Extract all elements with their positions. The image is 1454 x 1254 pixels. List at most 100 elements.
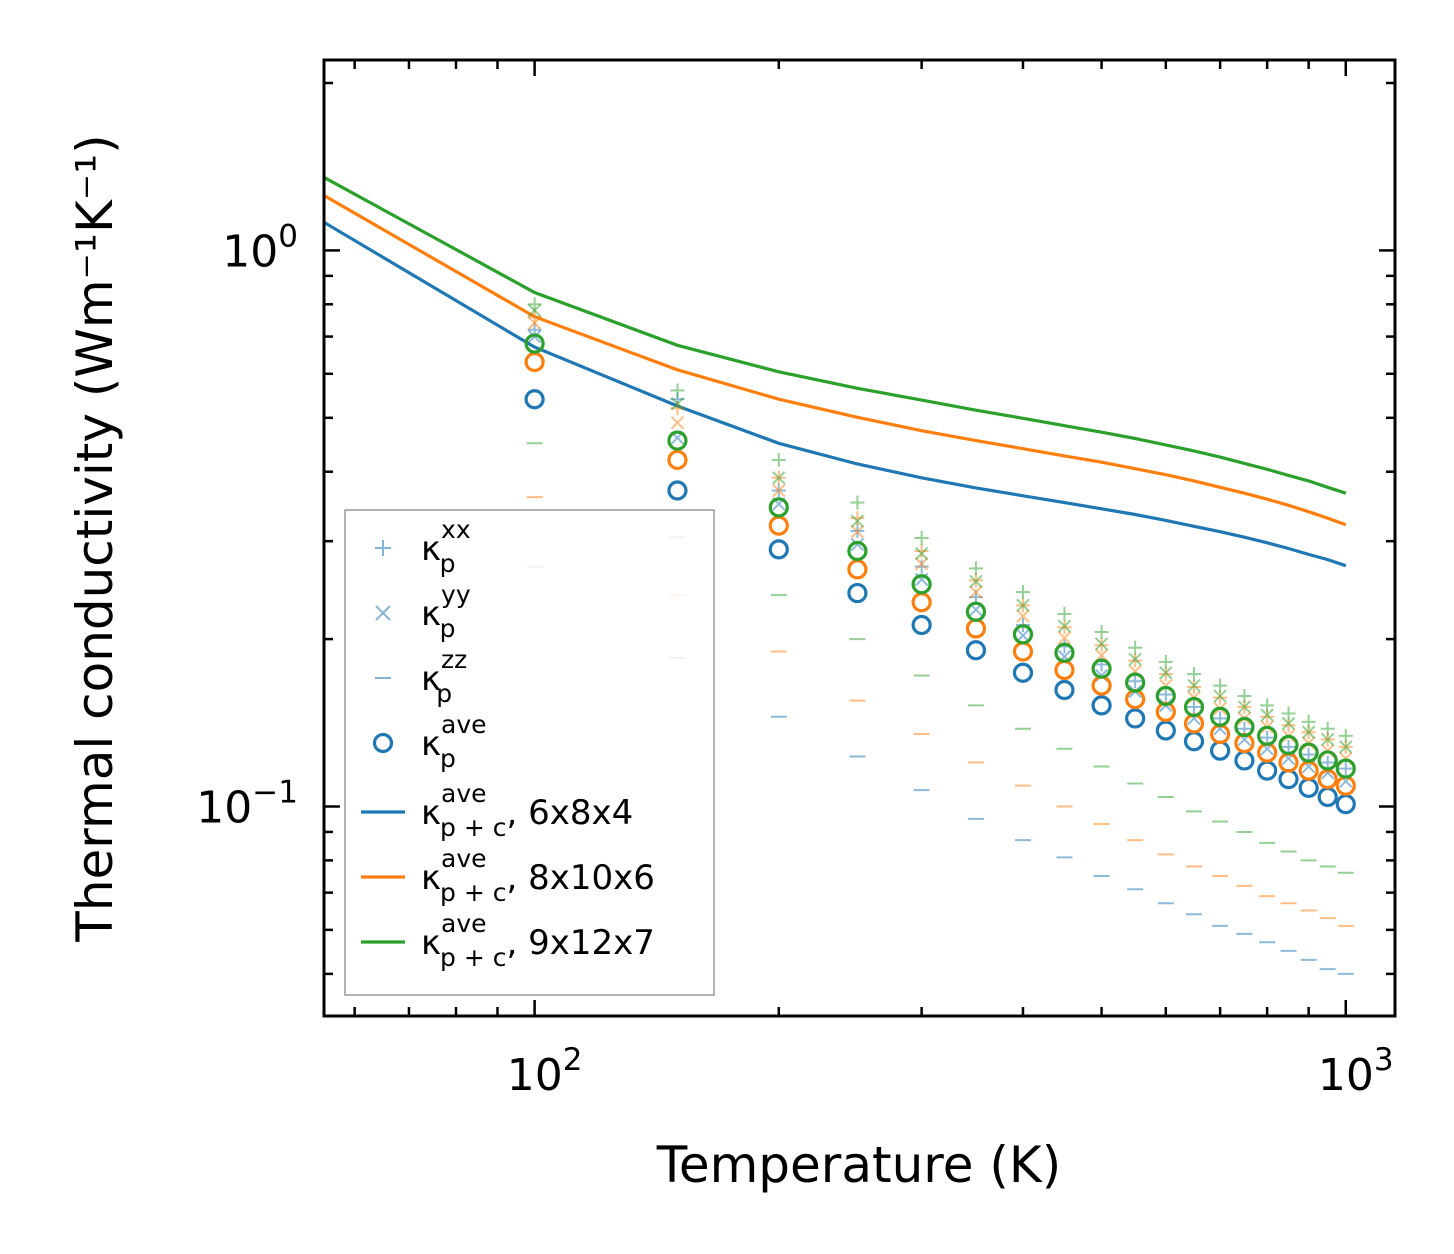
kyy-point (1237, 700, 1252, 714)
kyy-point (1016, 609, 1030, 623)
kave-point (1335, 775, 1356, 796)
legend-label: κxx p (421, 515, 471, 578)
kave-point (1317, 750, 1338, 771)
y-axis-title: Thermal conductivity (Wm⁻¹K⁻¹) (66, 134, 124, 942)
kave-point (282, 173, 299, 190)
kave-point (911, 592, 932, 613)
kave-point (524, 333, 545, 354)
kave-point (1234, 733, 1255, 754)
kave-point (1257, 725, 1278, 746)
series-8x10x6 (283, 108, 1354, 927)
legend-cross-marker (375, 605, 391, 621)
x-axis-title: Temperature (K) (656, 1136, 1061, 1194)
legend-circle-marker (372, 732, 394, 754)
kave-point (1125, 672, 1146, 693)
kxx-point (914, 544, 929, 559)
kave-point (1091, 695, 1112, 716)
kyy-point (1320, 732, 1335, 747)
kxx-point (1158, 654, 1173, 669)
legend-entry: κyy p (375, 580, 471, 643)
kave-point (1278, 734, 1299, 756)
kxx-point (1320, 755, 1335, 770)
legend-label: κzz p (421, 645, 467, 708)
kave-point (524, 389, 545, 410)
kave-point (1054, 679, 1075, 701)
kxx-point (1187, 680, 1202, 695)
kyy-point (1159, 666, 1173, 680)
kave-point (1234, 716, 1255, 738)
legend-box (344, 509, 715, 996)
kxx-point (1237, 689, 1252, 704)
kave-point (667, 480, 688, 501)
legend-entry: κave p (372, 710, 487, 773)
legend-label: κave p (421, 710, 487, 773)
kxx-point (1128, 674, 1143, 689)
kxx-point (1128, 640, 1143, 655)
kxx-point (1301, 714, 1316, 729)
kpc-line-8x10x6 (324, 193, 1347, 527)
kave-point (911, 614, 932, 636)
kave-point (1278, 752, 1299, 773)
kave-point (1257, 760, 1278, 781)
y-tick-label: 100 (222, 218, 298, 277)
kyy-point (284, 143, 296, 155)
kyy-point (527, 303, 542, 318)
kave-point (1317, 786, 1338, 808)
kyy-point (850, 514, 865, 528)
legend-entry: κxx p (375, 515, 471, 578)
kave-point (1298, 760, 1319, 781)
kxx-point (1094, 624, 1109, 639)
kave-point (1317, 769, 1338, 790)
kave-point (965, 640, 987, 661)
kxx-point (1213, 711, 1228, 726)
kxx-point (850, 495, 865, 510)
tick-labels: 102 103 10−1 100 (196, 218, 1393, 1101)
kave-point (965, 601, 987, 622)
kxx-point (850, 511, 865, 526)
kave-point (847, 582, 868, 604)
legend-label: κave p + c, 6x8x4 (421, 779, 633, 842)
kyy-point (284, 181, 296, 193)
kave-point (768, 515, 789, 536)
legend-entry: κave p + c, 9x12x7 (361, 909, 655, 972)
kyy-point (284, 150, 296, 162)
kyy-point (1057, 619, 1072, 633)
plot-marks (282, 91, 1356, 975)
kyy-point (1128, 652, 1142, 666)
kyy-point (1301, 725, 1316, 739)
kyy-point (670, 415, 685, 430)
kave-point (1091, 675, 1112, 696)
kave-point (1257, 742, 1278, 763)
kave-point (1210, 740, 1231, 761)
kyy-point (1016, 598, 1030, 613)
kave-point (1298, 742, 1319, 763)
kave-point (282, 154, 299, 171)
kxx-point (1260, 698, 1275, 713)
kave-point (1298, 777, 1319, 799)
kyy-point (969, 574, 983, 589)
kxx-point (914, 559, 929, 574)
kxx-point (1338, 728, 1353, 743)
kxx-point (1057, 606, 1072, 621)
kave-point (1155, 685, 1176, 707)
kxx-point (283, 108, 297, 122)
plot-frame (322, 58, 1397, 1018)
kave-series-9x12x7 (282, 154, 1356, 779)
legend-label: κave p + c, 8x10x6 (421, 844, 655, 907)
kxx-point (914, 530, 929, 545)
kave-point (1210, 706, 1231, 727)
kyy-point (1281, 716, 1296, 731)
kave-point (1012, 641, 1034, 662)
kave-point (1335, 793, 1356, 815)
kyy-point (1339, 740, 1353, 754)
kyy-point (969, 585, 983, 599)
kxx-point (1187, 667, 1202, 682)
y-tick-label: 10−1 (196, 774, 298, 833)
kave-point (1125, 689, 1146, 710)
kave-point (1054, 642, 1075, 663)
kave-point (1234, 750, 1255, 771)
kyy-point (1057, 631, 1072, 645)
kyy-point (772, 471, 786, 485)
kxx-point (283, 91, 297, 105)
